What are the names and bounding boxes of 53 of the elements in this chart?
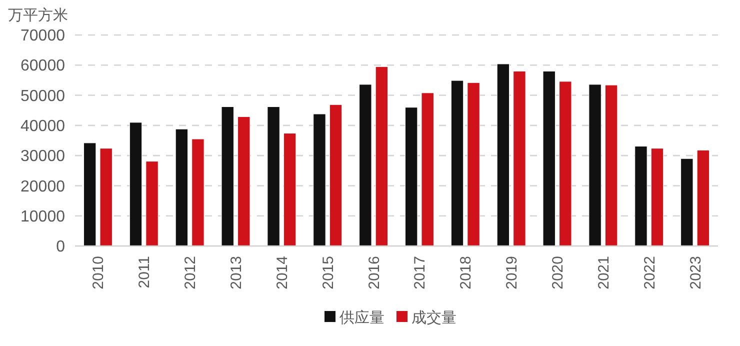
bar — [267, 106, 280, 246]
bar — [175, 128, 188, 246]
bar — [542, 70, 556, 246]
y-tick-label: 30000 — [20, 148, 66, 166]
bar — [375, 66, 388, 246]
bar — [313, 114, 326, 246]
bar — [238, 116, 250, 246]
y-tick-label: 0 — [56, 238, 66, 256]
bar — [359, 84, 372, 246]
bar — [650, 148, 664, 246]
bar — [83, 142, 96, 246]
bar — [680, 158, 694, 246]
bar — [421, 92, 434, 246]
bar — [496, 64, 510, 246]
y-tick-label: 60000 — [20, 58, 66, 75]
y-tick-label: 20000 — [20, 178, 66, 196]
legend-label: 成交量 — [412, 308, 456, 326]
legend-label: 供应量 — [340, 308, 384, 326]
bar — [100, 148, 112, 246]
bar — [404, 107, 418, 246]
y-tick-label: 50000 — [20, 88, 66, 105]
y-axis-title: 万平方米 — [8, 6, 68, 24]
bar — [696, 150, 710, 246]
bar — [221, 106, 234, 246]
bar — [146, 161, 158, 246]
bar — [129, 122, 142, 246]
x-tick-label: 2010 — [90, 256, 108, 290]
x-tick-label: 2017 — [412, 256, 429, 290]
x-tick-label: 2015 — [320, 256, 337, 290]
x-tick-label: 2020 — [550, 256, 566, 290]
bar — [634, 146, 648, 246]
x-tick-label: 2016 — [366, 256, 383, 290]
bar — [588, 84, 602, 246]
x-tick-label: 2014 — [274, 256, 291, 290]
bar — [450, 80, 464, 246]
x-tick-label: 2021 — [595, 256, 612, 290]
bar — [513, 70, 526, 246]
bar — [559, 81, 572, 246]
bar — [283, 133, 296, 246]
bar — [467, 82, 480, 246]
y-tick-label: 70000 — [20, 28, 66, 45]
x-tick-label: 2023 — [687, 256, 704, 290]
x-tick-label: 2011 — [136, 256, 154, 288]
x-tick-label: 2018 — [458, 256, 475, 290]
x-tick-label: 2012 — [182, 256, 200, 290]
bar — [192, 138, 204, 246]
bar — [604, 84, 618, 246]
y-tick-label: 10000 — [20, 208, 66, 226]
y-tick-label: 40000 — [20, 118, 66, 136]
x-tick-label: 2022 — [641, 256, 658, 290]
x-tick-label: 2013 — [228, 256, 245, 290]
x-tick-label: 2019 — [504, 256, 521, 290]
bar — [329, 104, 342, 246]
